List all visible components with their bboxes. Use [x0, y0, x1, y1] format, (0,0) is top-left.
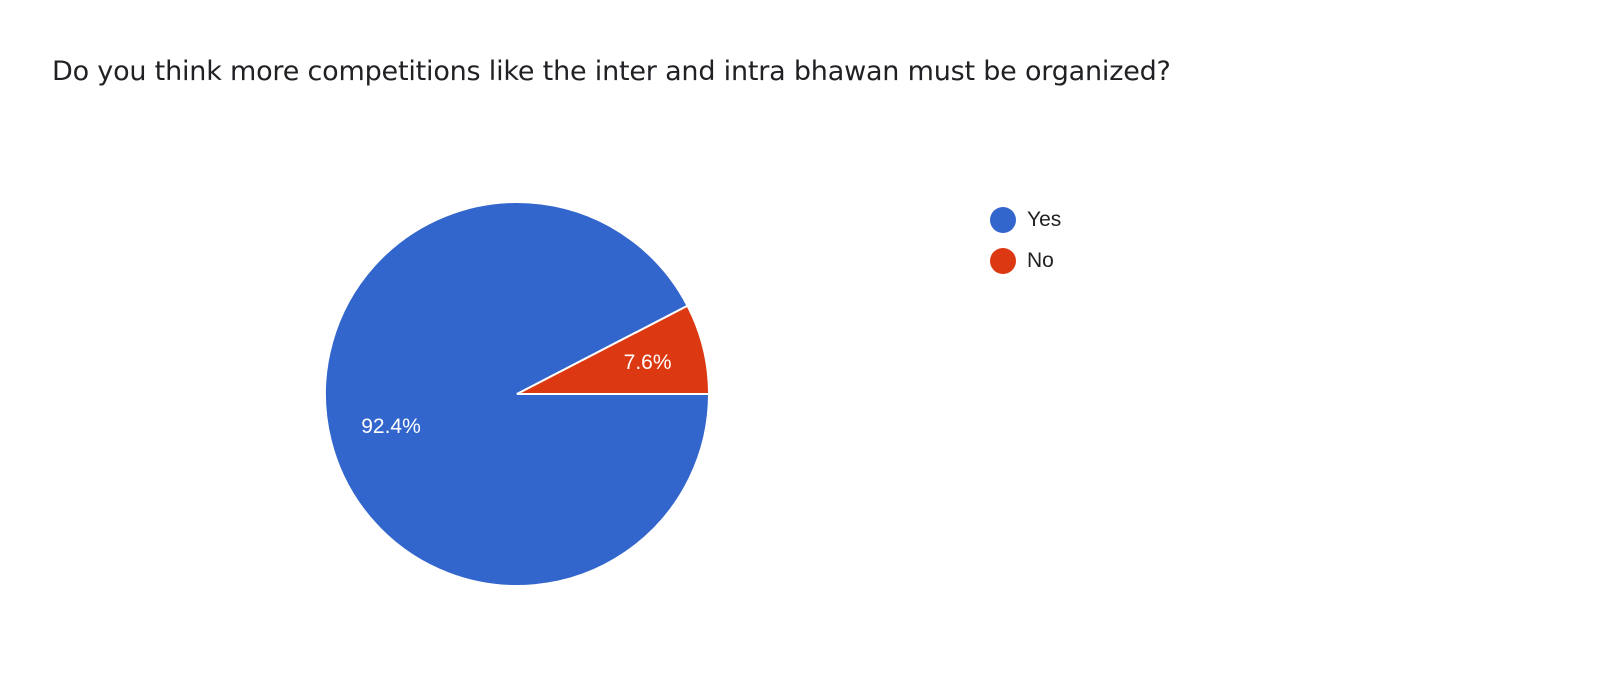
- legend: Yes No: [990, 199, 1061, 281]
- chart-title: Do you think more competitions like the …: [52, 56, 1171, 87]
- pie-label-yes: 92.4%: [361, 415, 421, 438]
- legend-swatch-no: [990, 247, 1016, 274]
- pie-slice-no[interactable]: [516, 304, 711, 395]
- legend-label-no: No: [1027, 248, 1054, 272]
- legend-label-yes: Yes: [1027, 207, 1062, 231]
- pie-label-no: 7.6%: [624, 351, 672, 374]
- legend-swatch-yes: [990, 206, 1016, 233]
- legend-item-no[interactable]: No: [990, 240, 1061, 281]
- legend-item-yes[interactable]: Yes: [990, 199, 1061, 240]
